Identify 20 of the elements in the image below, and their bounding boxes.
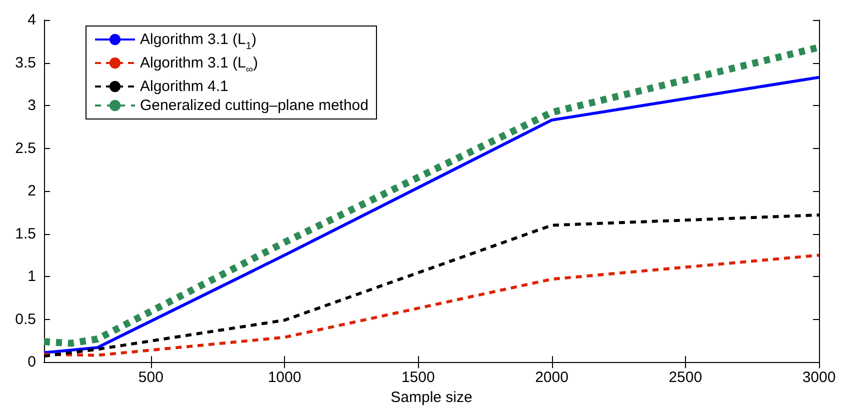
y-tick-label: 1 — [28, 268, 36, 286]
line-series — [42, 254, 820, 357]
legend-label: Algorithm 4.1 — [140, 78, 228, 95]
x-tick-label: 1500 — [401, 369, 435, 386]
y-tick-label: 3.5 — [15, 54, 36, 72]
y-tick-label: 2 — [28, 182, 36, 200]
legend-label: Generalized cutting–plane method — [140, 97, 368, 114]
x-axis-title: Sample size — [390, 389, 472, 406]
y-tick-label: 2.5 — [15, 140, 36, 157]
x-tick-label: 2000 — [535, 369, 568, 386]
x-tick-label: 3000 — [802, 369, 836, 386]
x-tick-label: 1000 — [268, 369, 302, 386]
x-tick-label: 500 — [138, 369, 164, 386]
legend-label: Algorithm 3.1 (L∞) — [140, 54, 258, 76]
y-tick-label: 0 — [28, 354, 36, 371]
x-tick-label: 2500 — [668, 369, 702, 386]
y-tick-label: 0.5 — [15, 310, 36, 328]
y-tick-label: 1.5 — [15, 225, 36, 242]
y-tick-label: 4 — [28, 12, 36, 28]
y-tick-label: 3 — [28, 97, 36, 114]
